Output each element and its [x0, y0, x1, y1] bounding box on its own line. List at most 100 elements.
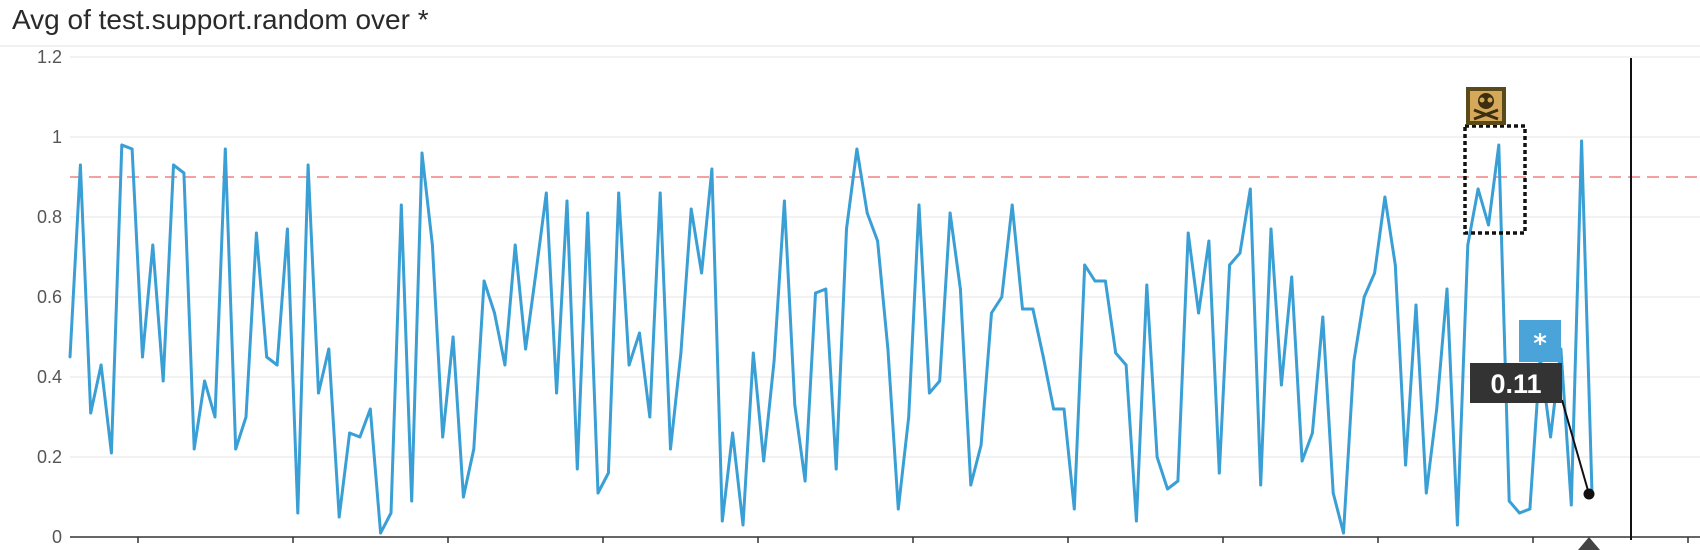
data-point — [597, 492, 600, 495]
data-point — [410, 500, 413, 503]
y-tick-label: 0 — [52, 527, 62, 547]
data-point — [897, 508, 900, 511]
data-point — [483, 280, 486, 283]
series-line[interactable] — [70, 141, 1592, 533]
data-point — [887, 348, 890, 351]
data-point — [711, 168, 714, 171]
data-point — [980, 444, 983, 447]
data-point — [1518, 512, 1521, 515]
data-point — [1508, 500, 1511, 503]
data-point — [1487, 224, 1490, 227]
y-tick-label: 0.8 — [37, 207, 62, 227]
data-point — [783, 200, 786, 203]
data-point — [162, 380, 165, 383]
data-point — [193, 448, 196, 451]
skull-crossbones-icon[interactable] — [1466, 87, 1506, 125]
data-point — [1145, 284, 1148, 287]
data-point — [1570, 504, 1573, 507]
data-point — [1197, 312, 1200, 315]
data-point — [1435, 408, 1438, 411]
y-tick-label: 1 — [52, 127, 62, 147]
data-point — [1290, 276, 1293, 279]
data-point — [524, 348, 527, 351]
data-point — [1073, 508, 1076, 511]
data-point — [1156, 456, 1159, 459]
data-point — [638, 332, 641, 335]
data-point — [1177, 480, 1180, 483]
data-point — [1063, 408, 1066, 411]
data-point — [1135, 520, 1138, 523]
data-point — [307, 164, 310, 167]
data-point — [441, 436, 444, 439]
data-point — [1011, 204, 1014, 207]
event-badge[interactable]: * — [1519, 320, 1561, 362]
data-point — [79, 164, 82, 167]
data-point — [566, 200, 569, 203]
data-point — [690, 208, 693, 211]
y-axis: 0 0.2 0.4 0.6 0.8 1 1.2 — [37, 47, 62, 547]
data-point — [1166, 488, 1169, 491]
data-point — [100, 364, 103, 367]
data-point — [949, 212, 952, 215]
data-point — [1404, 464, 1407, 467]
data-point — [89, 412, 92, 415]
data-point — [680, 352, 683, 355]
data-point — [731, 432, 734, 435]
data-point — [1249, 188, 1252, 191]
data-point — [1311, 432, 1314, 435]
data-point — [348, 432, 351, 435]
data-point — [824, 288, 827, 291]
data-point — [876, 240, 879, 243]
data-point — [856, 148, 859, 151]
data-point — [245, 416, 248, 419]
data-point — [1094, 280, 1097, 283]
data-point — [265, 356, 268, 359]
data-point — [866, 212, 869, 215]
data-point — [607, 472, 610, 475]
data-point — [214, 416, 217, 419]
data-point — [276, 364, 279, 367]
data-point — [773, 360, 776, 363]
data-point — [1549, 436, 1552, 439]
data-point — [617, 192, 620, 195]
data-point — [1052, 408, 1055, 411]
data-point — [907, 416, 910, 419]
data-point — [1239, 252, 1242, 255]
data-point — [1446, 288, 1449, 291]
data-point — [648, 416, 651, 419]
data-point — [804, 480, 807, 483]
data-point — [1218, 472, 1221, 475]
data-point — [1083, 264, 1086, 267]
y-tick-label: 1.2 — [37, 47, 62, 67]
x-axis — [70, 537, 1700, 543]
data-point — [1353, 360, 1356, 363]
data-point — [928, 392, 931, 395]
data-point — [1228, 264, 1231, 267]
data-point — [390, 512, 393, 515]
data-point — [1032, 308, 1035, 311]
data-point — [1394, 264, 1397, 267]
data-point — [120, 144, 123, 147]
data-point — [1332, 492, 1335, 495]
data-point — [493, 312, 496, 315]
data-point — [1208, 240, 1211, 243]
data-point — [1384, 196, 1387, 199]
data-point — [452, 336, 455, 339]
data-point — [1321, 316, 1324, 319]
data-point — [1125, 364, 1128, 367]
data-point — [742, 524, 745, 527]
data-point — [669, 448, 672, 451]
data-point — [286, 228, 289, 231]
data-point — [327, 348, 330, 351]
data-point — [131, 148, 134, 151]
data-point — [1187, 232, 1190, 235]
data-point — [628, 364, 631, 367]
data-point — [1104, 280, 1107, 283]
data-point — [1456, 524, 1459, 527]
data-point — [472, 448, 475, 451]
data-point — [1342, 532, 1345, 535]
data-point — [234, 448, 237, 451]
data-point — [1280, 384, 1283, 387]
data-point — [1270, 228, 1273, 231]
